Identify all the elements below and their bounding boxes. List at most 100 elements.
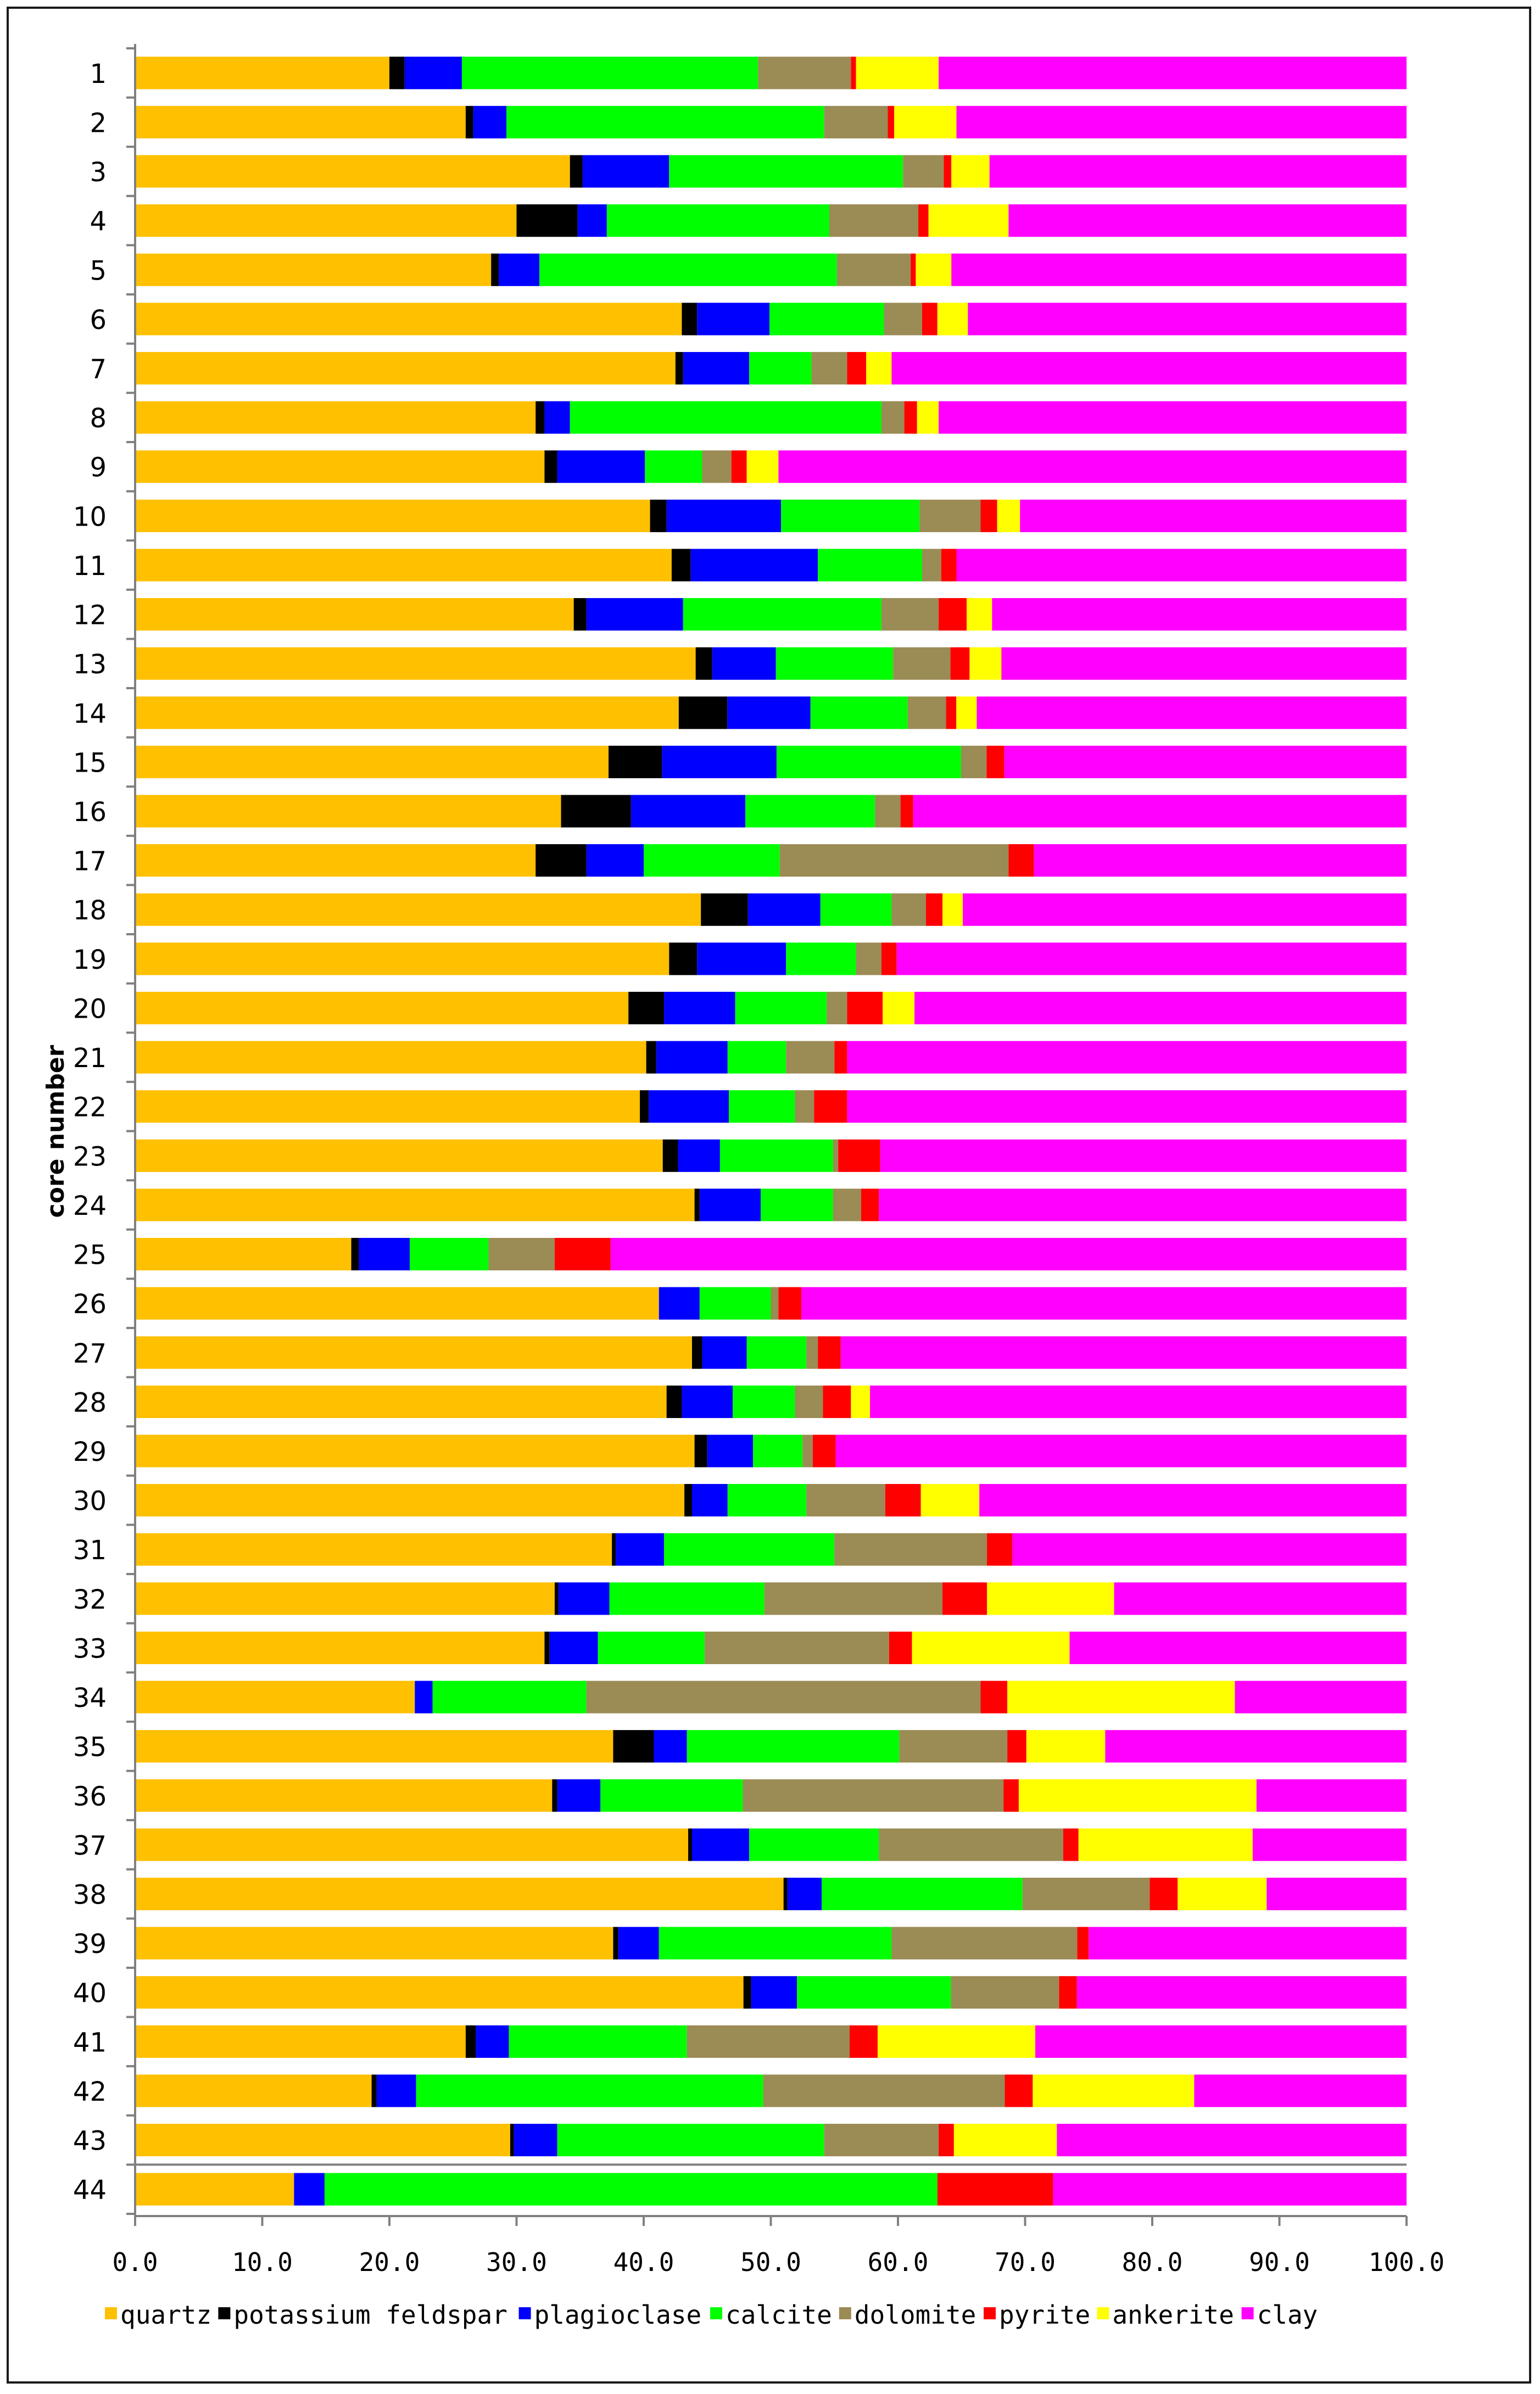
bar-segment-calcite-core-31 (664, 1533, 835, 1566)
bar-segment-potassium-feldspar-core-7 (675, 351, 683, 385)
bar-segment-plagioclase-core-22 (649, 1090, 729, 1123)
y-tick-label-44: 44 (73, 2175, 107, 2206)
bar-segment-dolomite-core-20 (827, 991, 847, 1025)
y-axis-title: core number (42, 1045, 70, 1218)
bar-segment-calcite-core-6 (769, 303, 884, 336)
bar-segment-potassium-feldspar-core-43 (510, 2124, 514, 2157)
bar-segment-pyrite-core-38 (1150, 1877, 1178, 1911)
bar-segment-potassium-feldspar-core-23 (662, 1139, 678, 1172)
bar-segment-quartz-core-37 (135, 1828, 689, 1861)
bar-segment-pyrite-core-35 (1007, 1730, 1026, 1763)
bar-segment-calcite-core-40 (797, 1976, 951, 2009)
bar-segment-quartz-core-42 (135, 2074, 372, 2107)
bar-segment-ankerite-core-20 (883, 991, 915, 1025)
bar-segment-potassium-feldspar-core-9 (544, 450, 557, 483)
bar-segment-quartz-core-20 (135, 991, 629, 1025)
bar-segment-pyrite-core-20 (847, 991, 883, 1025)
y-tick-label-22: 22 (73, 1092, 107, 1123)
bar-segment-dolomite-core-36 (743, 1779, 1004, 1812)
bar-segment-clay-core-20 (914, 991, 1407, 1025)
bar-segment-potassium-feldspar-core-17 (535, 844, 587, 877)
bar-segment-plagioclase-core-1 (404, 57, 462, 90)
y-tick-label-24: 24 (73, 1191, 107, 1221)
bar-segment-plagioclase-core-14 (727, 696, 811, 729)
bar-segment-pyrite-core-44 (937, 2173, 1053, 2206)
bar-segment-plagioclase-core-44 (294, 2173, 325, 2206)
bar-segment-calcite-core-23 (719, 1139, 833, 1172)
bar-segment-quartz-core-8 (135, 401, 536, 434)
bar-segment-dolomite-core-24 (833, 1188, 861, 1221)
bar-segment-potassium-feldspar-core-37 (688, 1828, 692, 1861)
bar-segment-potassium-feldspar-core-3 (570, 155, 583, 188)
legend-swatch-plagioclase (518, 2307, 531, 2319)
bar-segment-plagioclase-core-11 (690, 549, 818, 582)
bar-segment-potassium-feldspar-core-30 (684, 1484, 692, 1517)
bar-segment-plagioclase-core-32 (558, 1582, 610, 1615)
bar-segment-plagioclase-core-18 (747, 893, 821, 926)
bar-segment-quartz-core-43 (135, 2124, 510, 2157)
bar-segment-calcite-core-20 (735, 991, 827, 1025)
bar-segment-potassium-feldspar-core-8 (535, 401, 545, 434)
bar-segment-calcite-core-17 (644, 844, 780, 877)
bar-segment-clay-core-21 (847, 1041, 1407, 1074)
bar-segment-quartz-core-28 (135, 1385, 667, 1418)
bar-segment-pyrite-core-42 (1005, 2074, 1033, 2107)
x-tick-label-10.0: 10.0 (232, 2247, 293, 2277)
bar-segment-dolomite-core-41 (687, 2025, 850, 2058)
y-tick-label-12: 12 (73, 600, 107, 631)
bar-segment-clay-core-2 (956, 105, 1407, 138)
bar-segment-dolomite-core-21 (786, 1041, 835, 1074)
bar-segment-quartz-core-16 (135, 795, 561, 828)
x-tick-label-100.0: 100.0 (1369, 2247, 1444, 2277)
bar-segment-dolomite-core-12 (881, 598, 939, 631)
legend-swatch-ankerite (1097, 2307, 1109, 2319)
bar-segment-potassium-feldspar-core-39 (613, 1927, 618, 1960)
bar-segment-dolomite-core-10 (919, 499, 981, 532)
bar-segment-clay-core-27 (840, 1336, 1407, 1369)
bar-segment-calcite-core-7 (749, 351, 812, 385)
bar-segment-quartz-core-10 (135, 499, 650, 532)
bar-segment-pyrite-core-17 (1008, 844, 1034, 877)
bar-segment-clay-core-8 (939, 401, 1407, 434)
y-tick-label-6: 6 (90, 305, 107, 336)
bar-segment-pyrite-core-14 (946, 696, 957, 729)
x-tick-label-80.0: 80.0 (1122, 2247, 1183, 2277)
bar-segment-pyrite-core-11 (941, 549, 957, 582)
bar-segment-ankerite-core-37 (1078, 1828, 1253, 1861)
bar-segment-clay-core-31 (1012, 1533, 1407, 1566)
x-tick-label-90.0: 90.0 (1249, 2247, 1310, 2277)
y-tick-label-13: 13 (73, 649, 107, 680)
bar-segment-ankerite-core-28 (851, 1385, 871, 1418)
y-tick-label-25: 25 (73, 1240, 107, 1271)
bar-segment-pyrite-core-6 (922, 303, 938, 336)
bar-segment-ankerite-core-38 (1178, 1877, 1267, 1911)
bar-segment-calcite-core-30 (727, 1484, 807, 1517)
bar-segment-quartz-core-21 (135, 1041, 646, 1074)
bar-segment-dolomite-core-4 (829, 204, 919, 237)
bar-segment-potassium-feldspar-core-14 (678, 696, 728, 729)
bar-segment-dolomite-core-15 (961, 745, 987, 778)
bar-segment-calcite-core-35 (687, 1730, 900, 1763)
y-tick-label-34: 34 (73, 1683, 107, 1714)
bar-segment-pyrite-core-25 (554, 1237, 611, 1271)
legend-label-plagioclase: plagioclase (534, 2300, 702, 2330)
bar-segment-pyrite-core-4 (918, 204, 929, 237)
bar-segment-ankerite-core-34 (1007, 1681, 1235, 1714)
bar-segment-quartz-core-18 (135, 893, 701, 926)
bar-segment-calcite-core-14 (810, 696, 908, 729)
bar-segment-clay-core-12 (992, 598, 1407, 631)
y-tick-label-32: 32 (73, 1584, 107, 1615)
bar-segment-plagioclase-core-15 (662, 745, 777, 778)
bar-segment-ankerite-core-42 (1033, 2074, 1195, 2107)
y-tick-label-9: 9 (90, 453, 107, 483)
bar-segment-plagioclase-core-34 (415, 1681, 433, 1714)
bar-segment-dolomite-core-30 (806, 1484, 885, 1517)
bar-segment-plagioclase-core-41 (476, 2025, 509, 2058)
bar-segment-pyrite-core-2 (888, 105, 895, 138)
bar-segment-quartz-core-2 (135, 105, 466, 138)
bar-segment-calcite-core-16 (745, 795, 875, 828)
bar-segment-calcite-core-27 (746, 1336, 807, 1369)
y-tick-label-2: 2 (90, 108, 107, 138)
bar-segment-quartz-core-35 (135, 1730, 613, 1763)
bar-segment-quartz-core-1 (135, 57, 389, 90)
